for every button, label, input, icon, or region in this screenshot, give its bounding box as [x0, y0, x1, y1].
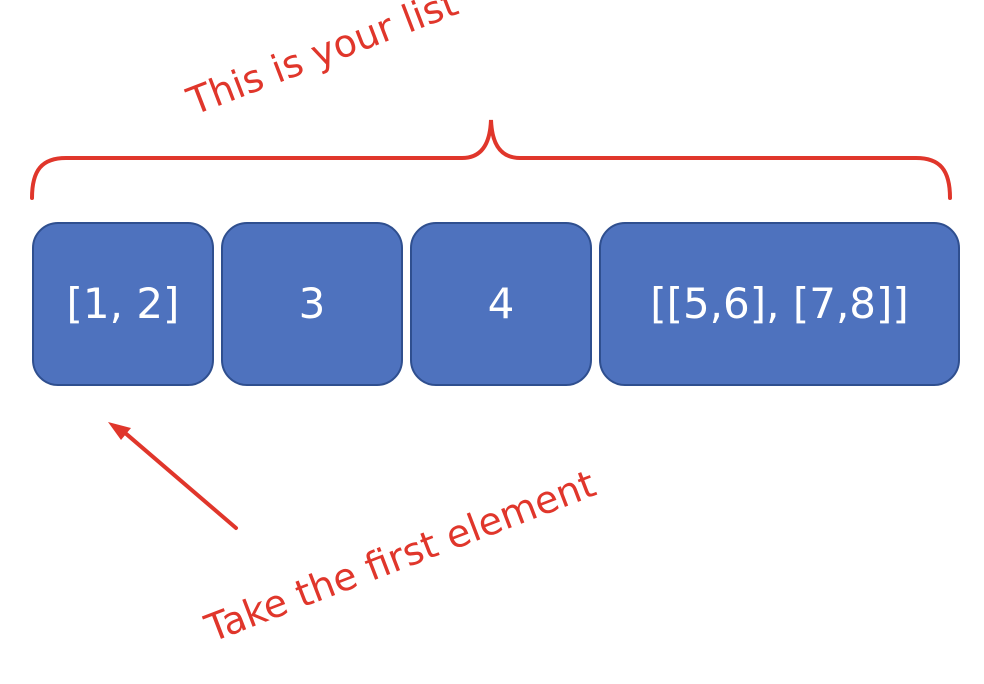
list-brace: [30, 119, 952, 200]
list-element-box: [[5,6], [7,8]]: [599, 222, 960, 386]
list-element-label: [[5,6], [7,8]]: [650, 279, 909, 328]
list-element-box: 4: [410, 222, 592, 386]
list-element-label: 4: [487, 279, 515, 328]
list-element-box: [1, 2]: [32, 222, 214, 386]
pointer-arrow-head: [108, 422, 131, 440]
list-element-label: [1, 2]: [66, 279, 180, 328]
pointer-arrow-shaft: [122, 430, 238, 530]
list-element-label: 3: [298, 279, 326, 328]
list-element-box: 3: [221, 222, 403, 386]
